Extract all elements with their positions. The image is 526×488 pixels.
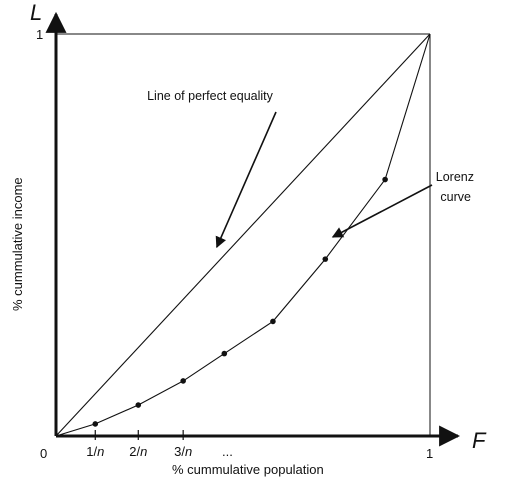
y-axis-letter: L (30, 0, 42, 25)
x-ellipsis: ... (222, 444, 233, 459)
x-axis-title: % cummulative population (172, 462, 324, 477)
lorenz-curve-point (135, 402, 142, 408)
x-tick-label: 2/n (129, 444, 147, 459)
annotation-arrow (215, 111, 277, 249)
lorenz-curve-point (92, 421, 99, 427)
plot-frame (45, 11, 461, 447)
line-of-perfect-equality-line (55, 33, 431, 437)
y-end-label: 1 (36, 27, 43, 42)
annotation-arrow (331, 184, 433, 238)
x-tick-label: 1/n (86, 444, 104, 459)
lorenz-curve-point (270, 318, 276, 325)
annotation-label: Line of perfect equality (147, 89, 274, 103)
x-end-label: 1 (426, 446, 433, 461)
annotation-layer: Line of perfect equality Lorenz curve (147, 89, 474, 249)
x-tick-label: 3/n (174, 444, 192, 459)
lorenz-curve-point (322, 256, 329, 262)
lorenz-curve-point (180, 378, 186, 384)
tick-layer: 1/n 2/n 3/n (86, 430, 192, 459)
x-axis-letter: F (472, 428, 487, 453)
lorenz-curve-point (382, 176, 388, 183)
y-axis-title: % cummulative income (10, 177, 25, 311)
origin-label: 0 (40, 446, 47, 461)
lorenz-curve-point (221, 350, 228, 357)
annotation-label: Lorenz curve (436, 170, 474, 204)
series-layer (55, 33, 431, 437)
